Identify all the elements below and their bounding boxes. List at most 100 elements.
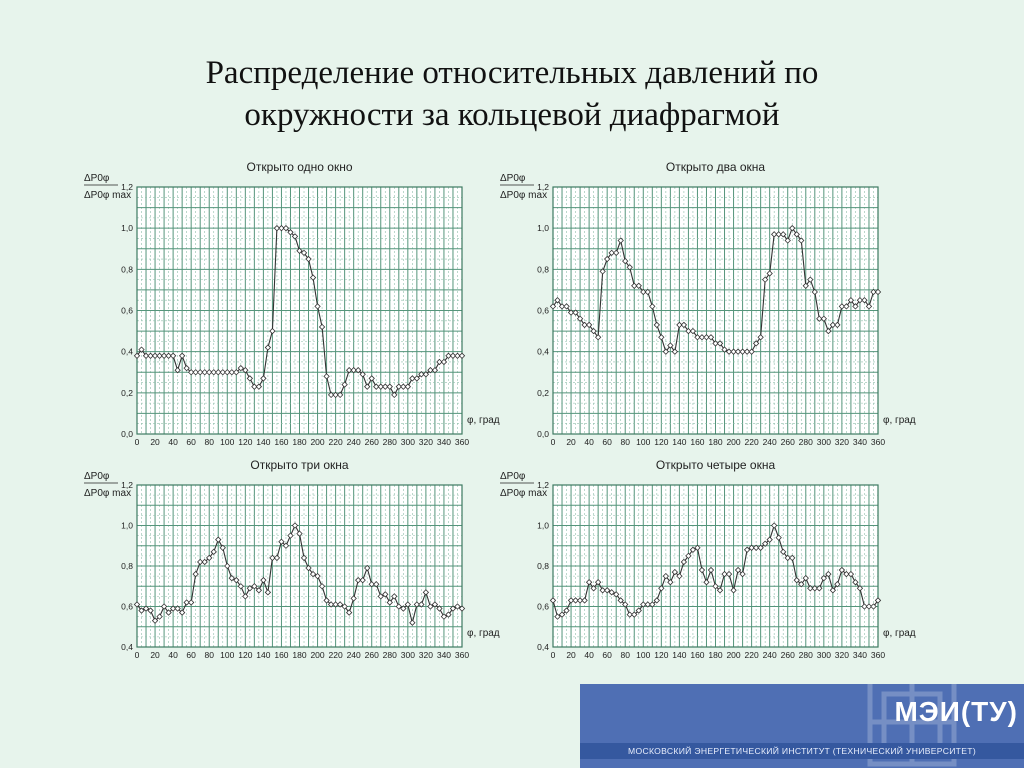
data-point — [197, 369, 204, 376]
data-point — [156, 613, 163, 620]
data-point — [138, 346, 145, 353]
data-point — [422, 371, 430, 378]
data-point — [613, 249, 620, 257]
data-point — [743, 348, 751, 355]
y-tick-label: 0,6 — [121, 306, 133, 316]
x-tick-label: 20 — [566, 437, 576, 447]
x-tick-label: 360 — [455, 650, 469, 660]
x-tick-label: 180 — [292, 650, 306, 660]
data-point — [440, 358, 448, 366]
data-point — [242, 593, 249, 600]
data-point — [811, 585, 818, 592]
data-point — [739, 570, 746, 578]
data-point — [608, 249, 615, 257]
data-point — [581, 321, 588, 329]
data-point — [160, 603, 168, 610]
data-point — [300, 554, 308, 562]
data-point — [255, 587, 263, 594]
data-point — [861, 297, 868, 304]
y-axis-label-denominator: ΔP0φ max — [500, 488, 547, 499]
data-point — [843, 303, 850, 310]
data-point — [680, 321, 688, 329]
data-point — [721, 346, 728, 353]
data-point — [251, 383, 258, 390]
data-point — [622, 601, 629, 608]
data-point — [318, 583, 326, 590]
data-point — [133, 352, 141, 359]
data-point — [752, 544, 760, 551]
data-point — [142, 605, 150, 612]
data-point — [576, 315, 584, 322]
data-point — [599, 268, 606, 275]
data-point — [147, 352, 154, 359]
data-point — [188, 599, 195, 606]
x-tick-label: 220 — [329, 650, 343, 660]
data-point — [667, 342, 674, 349]
data-point — [847, 570, 855, 578]
chart-svg: 0,0 0,2 0,4 0,6 0,8 1,0 1,2 0 20 40 60 80 100 120 140 1… — [500, 160, 916, 447]
y-tick-label: 0,4 — [121, 347, 133, 357]
x-tick-label: 120 — [654, 437, 668, 447]
data-point — [156, 352, 163, 359]
data-point — [404, 601, 411, 608]
data-point — [613, 591, 620, 598]
data-point — [861, 603, 868, 610]
data-point — [323, 597, 330, 604]
chart-title: Открыто два окна — [666, 160, 766, 174]
data-point — [631, 282, 638, 289]
data-point — [300, 249, 308, 257]
data-point — [377, 593, 384, 600]
data-point — [327, 391, 335, 399]
data-point — [309, 274, 317, 281]
chart-one-window: 0,0 0,2 0,4 0,6 0,8 1,0 1,2 0 20 40 60 80 100 120 140 1… — [82, 152, 512, 452]
y-tick-label: 0,6 — [537, 306, 549, 316]
x-tick-label: 200 — [310, 650, 324, 660]
x-tick-label: 280 — [799, 650, 813, 660]
data-point — [382, 591, 389, 598]
data-point — [775, 534, 782, 541]
data-point — [355, 367, 362, 374]
y-axis-label-numerator: ΔP0φ — [84, 471, 110, 482]
x-tick-label: 340 — [853, 650, 867, 660]
data-point — [458, 605, 466, 612]
data-point — [730, 348, 737, 355]
y-tick-label: 0,6 — [537, 602, 549, 612]
x-tick-label: 300 — [817, 650, 831, 660]
data-point — [761, 276, 769, 283]
data-point — [725, 348, 733, 355]
data-point — [761, 540, 769, 547]
data-point — [784, 237, 791, 244]
data-point — [183, 364, 190, 372]
data-point — [382, 383, 389, 390]
data-point — [260, 577, 267, 584]
institute-full-name: МОСКОВСКИЙ ЭНЕРГЕТИЧЕСКИЙ ИНСТИТУТ (ТЕХН… — [580, 743, 1024, 759]
data-point — [671, 348, 679, 355]
data-point — [816, 315, 823, 322]
x-tick-label: 140 — [256, 437, 270, 447]
x-tick-label: 140 — [672, 437, 686, 447]
data-point — [282, 542, 290, 549]
data-point — [395, 603, 402, 610]
data-point — [219, 544, 226, 551]
x-tick-label: 120 — [238, 650, 252, 660]
data-point — [314, 303, 321, 310]
data-point — [215, 536, 222, 543]
data-point — [752, 340, 760, 347]
y-tick-label: 1,0 — [121, 521, 133, 531]
y-tick-label: 0,4 — [121, 642, 133, 652]
data-point — [327, 601, 335, 608]
x-tick-label: 300 — [401, 650, 415, 660]
data-point — [716, 340, 724, 347]
data-point — [685, 327, 692, 335]
x-tick-label: 60 — [186, 437, 196, 447]
x-tick-label: 0 — [135, 650, 140, 660]
data-point — [188, 369, 195, 376]
data-point — [386, 599, 393, 606]
x-tick-label: 140 — [256, 650, 270, 660]
data-point — [734, 348, 742, 355]
data-point — [662, 572, 670, 580]
data-point — [775, 231, 782, 238]
data-point — [667, 579, 674, 586]
data-point — [694, 544, 701, 551]
data-point — [251, 583, 258, 590]
